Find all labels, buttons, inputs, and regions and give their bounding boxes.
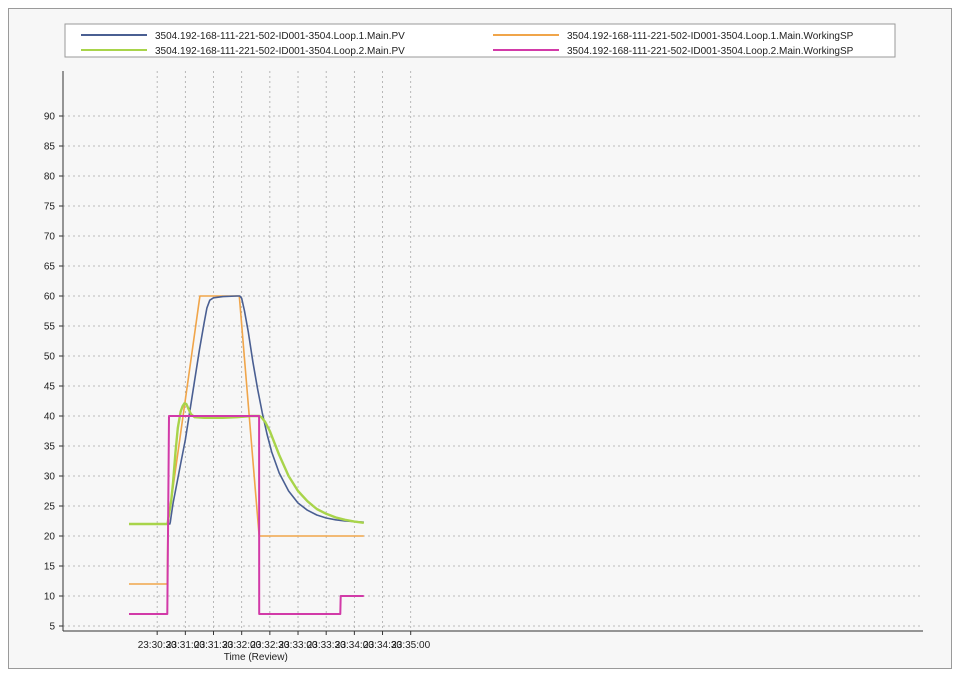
y-tick-label: 20	[44, 532, 56, 543]
x-tick-label: 23:35:00	[391, 640, 430, 651]
series-line-4	[129, 415, 364, 615]
x-tick-label: 23:32:00	[222, 640, 261, 651]
series-line-3	[129, 402, 364, 526]
y-tick-label: 85	[44, 142, 56, 153]
series-lines	[129, 295, 364, 615]
y-tick-label: 75	[44, 202, 56, 213]
y-tick-label: 50	[44, 352, 56, 363]
legend: 3504.192-168-111-221-502-ID001-3504.Loop…	[64, 23, 896, 58]
y-tick-label: 45	[44, 382, 56, 393]
legend-entry: 3504.192-168-111-221-502-ID001-3504.Loop…	[155, 46, 405, 57]
y-tick-label: 55	[44, 322, 56, 333]
y-tick-label: 65	[44, 262, 56, 273]
grid	[63, 71, 923, 631]
x-tick-label: 23:31:30	[194, 640, 233, 651]
axes	[59, 71, 923, 635]
line-chart: 3504.192-168-111-221-502-ID001-3504.Loop…	[44, 23, 923, 664]
y-tick-label: 80	[44, 172, 56, 183]
y-tick-label: 10	[44, 592, 56, 603]
y-tick-label: 60	[44, 292, 56, 303]
y-tick-label: 70	[44, 232, 56, 243]
series-line-2	[129, 295, 364, 585]
x-tick-label: 23:32:30	[250, 640, 289, 651]
y-tick-label: 5	[49, 622, 55, 633]
y-tick-label: 25	[44, 502, 56, 513]
y-tick-label: 30	[44, 472, 56, 483]
series-line-1	[168, 295, 364, 525]
y-tick-label: 35	[44, 442, 56, 453]
legend-entry: 3504.192-168-111-221-502-ID001-3504.Loop…	[155, 31, 405, 42]
x-axis-label: Time (Review)	[224, 652, 288, 663]
tick-labels: 5 10 15 20 25 30 35 40 45 50 55 60 65 70 75 80 85 90 23:30…	[44, 112, 431, 664]
y-tick-label: 15	[44, 562, 56, 573]
legend-entry: 3504.192-168-111-221-502-ID001-3504.Loop…	[567, 31, 854, 42]
x-tick-label: 23:34:30	[363, 640, 402, 651]
chart-frame: 3504.192-168-111-221-502-ID001-3504.Loop…	[8, 8, 952, 669]
legend-box	[64, 23, 896, 58]
x-tick-label: 23:33:30	[307, 640, 346, 651]
legend-entry: 3504.192-168-111-221-502-ID001-3504.Loop…	[567, 46, 854, 57]
x-tick-label: 23:34:00	[335, 640, 374, 651]
y-tick-label: 40	[44, 412, 56, 423]
x-tick-label: 23:33:00	[279, 640, 318, 651]
y-tick-label: 90	[44, 112, 56, 123]
x-tick-label: 23:31:00	[166, 640, 205, 651]
x-tick-label: 23:30:30	[138, 640, 177, 651]
